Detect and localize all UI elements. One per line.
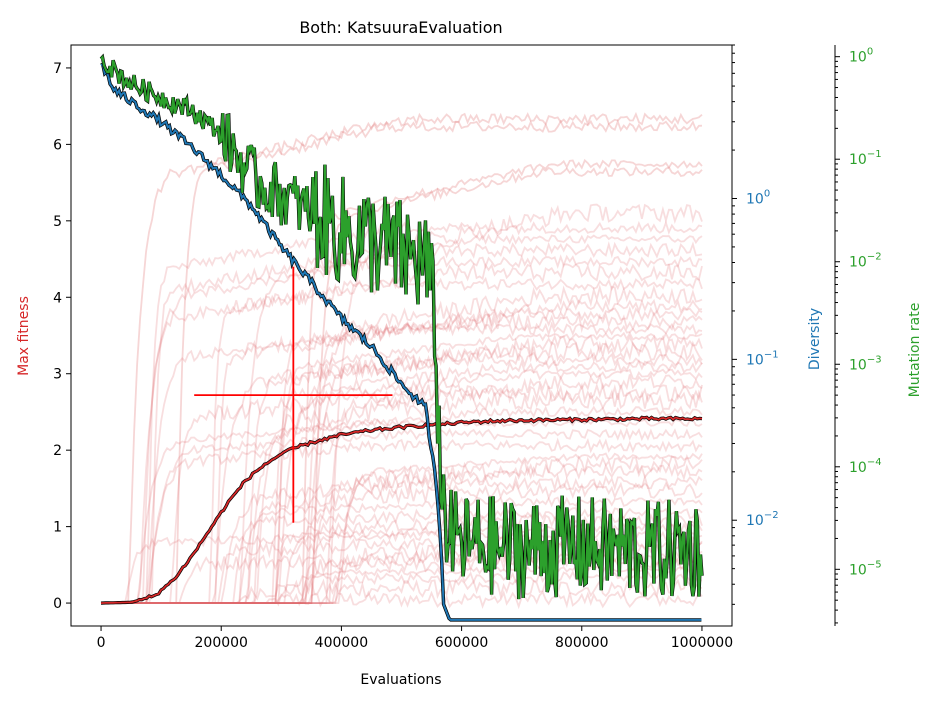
chart-title: Both: KatsuuraEvaluation: [299, 18, 502, 37]
diversity-layer: [100, 61, 702, 622]
diversity-tick-exponent: −1: [764, 349, 779, 360]
fitness-run-line: [101, 453, 703, 604]
x-tick-label: 200000: [195, 635, 248, 651]
y-tick-label: 2: [53, 443, 62, 459]
fitness-run-line: [101, 452, 703, 604]
fitness-run-line: [101, 331, 703, 604]
fitness-run-line: [101, 306, 703, 604]
fitness-run-line: [101, 284, 703, 604]
fitness-run-line: [101, 321, 703, 604]
y-tick-label: 5: [53, 214, 62, 230]
fitness-run-line: [101, 158, 703, 604]
mutation-tick-exponent: −3: [867, 354, 882, 365]
mutation-tick-exponent: −1: [867, 149, 882, 160]
mean-fitness-layer: [100, 415, 703, 605]
fitness-run-line: [101, 359, 703, 604]
y-tick-label: 7: [53, 61, 62, 77]
x-tick-label: 0: [97, 635, 106, 651]
fitness-run-line: [101, 339, 703, 604]
fitness-run-line: [101, 405, 703, 604]
fitness-run-line: [101, 481, 703, 604]
mutation-tick-label: 10−1: [849, 149, 882, 168]
y-tick-label: 3: [53, 367, 62, 383]
diversity-tick-label: 10−1: [746, 349, 779, 368]
fitness-run-line: [101, 298, 703, 604]
x-tick-label: 800000: [555, 635, 608, 651]
mutation-tick-exponent: −5: [867, 559, 882, 570]
diversity-tick-exponent: 0: [764, 189, 770, 200]
mutation-tick-exponent: −4: [867, 457, 882, 468]
x-tick-label: 600000: [435, 635, 488, 651]
y-tick-label: 1: [53, 520, 62, 536]
fitness-run-line: [101, 111, 703, 604]
fitness-run-line: [101, 372, 703, 604]
fitness-run-line: [101, 388, 703, 604]
fitness-run-line: [101, 368, 703, 604]
fitness-run-line: [101, 427, 703, 604]
fitness-run-line: [101, 506, 703, 604]
mutation-axis-label: Mutation rate: [907, 303, 923, 398]
y-tick-label: 4: [53, 290, 62, 306]
fitness-run-line: [101, 462, 703, 604]
x-axis-label: Evaluations: [360, 672, 441, 688]
diversity-line: [100, 62, 702, 621]
fitness-run-line: [101, 351, 703, 604]
diversity-tick-exponent: −2: [764, 510, 779, 521]
mutation-tick-label: 10−2: [849, 252, 882, 271]
y-axis-label: Max fitness: [16, 296, 32, 376]
fitness-run-line: [101, 437, 703, 604]
x-tick-label: 1000000: [671, 635, 733, 651]
diversity-tick-label: 100: [746, 189, 770, 208]
x-tick-label: 400000: [315, 635, 368, 651]
fitness-runs-layer: [101, 111, 703, 610]
fitness-run-line: [101, 334, 703, 604]
fitness-run-line: [101, 577, 703, 604]
diversity-axis-label: Diversity: [807, 308, 823, 370]
diversity-tick-label: 10−2: [746, 510, 779, 529]
fitness-run-line: [101, 381, 703, 604]
mutation-tick-label: 10−5: [849, 559, 882, 578]
fitness-run-line: [101, 473, 703, 604]
mutation-tick-label: 10−3: [849, 354, 882, 373]
y-tick-label: 0: [53, 596, 62, 612]
mutation-rate-layer: [99, 53, 704, 600]
fitness-run-line: [101, 590, 703, 610]
mutation-tick-exponent: 0: [867, 47, 873, 58]
mutation-rate-line: [100, 54, 704, 600]
mean-fitness-line: [100, 416, 703, 604]
fitness-run-line: [101, 118, 703, 604]
crosshair-layer: [194, 266, 393, 523]
mutation-tick-label: 10−4: [849, 457, 882, 476]
mutation-tick-exponent: −2: [867, 252, 882, 263]
mutation-tick-label: 100: [849, 47, 873, 66]
fitness-run-line: [101, 496, 703, 604]
plot-frame: [70, 44, 733, 627]
fitness-run-line: [101, 311, 703, 604]
y-tick-label: 6: [53, 137, 62, 153]
